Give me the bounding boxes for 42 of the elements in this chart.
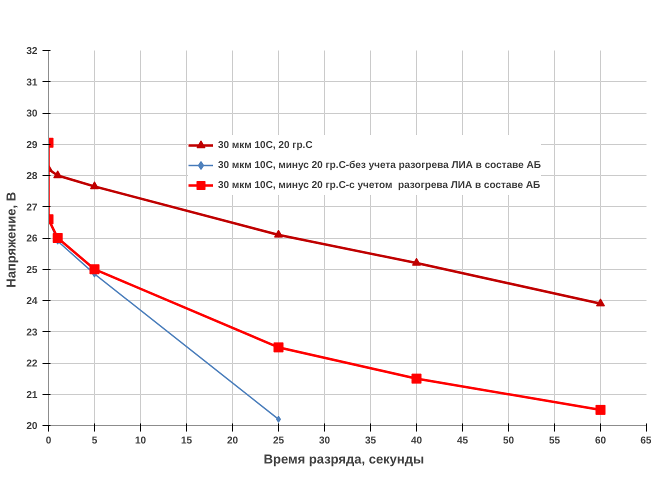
legend-label: 30 мкм 10С, минус 20 гр.С-с учетом разогрева ЛИА в составе АБ	[218, 178, 540, 192]
point	[596, 298, 605, 306]
y-tick-label: 28	[26, 171, 38, 182]
y-tick-label: 25	[26, 264, 38, 276]
y-tick-label: 22	[26, 358, 38, 370]
x-tick-label: 40	[410, 436, 422, 446]
point	[274, 230, 283, 238]
y-tick-label: 31	[26, 77, 38, 88]
y-tick-label: 30	[26, 108, 38, 120]
x-axis-title: Время разряда, секунды	[264, 452, 424, 466]
x-tick-label: 50	[502, 436, 514, 446]
x-tick-label: 15	[180, 436, 192, 446]
x-tick-label: 60	[594, 436, 606, 446]
y-tick-label: 21	[26, 390, 38, 401]
y-tick-label: 27	[26, 202, 38, 214]
point	[412, 258, 421, 266]
legend-label: 30 мкм 10С, минус 20 гр.С-без учета разогрева ЛИА в составе АБ	[218, 158, 541, 172]
x-tick-label: 0	[46, 436, 52, 446]
y-tick-label: 29	[26, 140, 38, 151]
x-tick-label: 25	[272, 436, 284, 446]
point	[52, 233, 63, 243]
x-tick-label: 55	[548, 436, 560, 446]
x-tick-label: 10	[134, 436, 146, 446]
y-tick-label: 23	[26, 327, 38, 338]
x-tick-label: 30	[318, 436, 330, 446]
x-tick-label: 20	[226, 436, 238, 446]
y-tick-label: 26	[26, 234, 38, 244]
y-tick-label: 20	[26, 421, 38, 432]
y-tick-label: 24	[26, 296, 38, 307]
y-axis-title: Напряжение, В	[3, 192, 18, 288]
point	[90, 264, 100, 274]
point	[90, 181, 99, 190]
point	[596, 404, 606, 415]
point	[53, 170, 62, 178]
x-tick-label: 45	[456, 436, 468, 446]
x-tick-label: 5	[92, 436, 98, 446]
legend-label: 30 мкм 10С, 20 гр.С	[218, 138, 313, 152]
y-tick-label: 32	[26, 46, 38, 57]
point	[412, 374, 422, 384]
x-tick-label: 65	[640, 436, 652, 446]
x-tick-label: 35	[364, 436, 376, 446]
point	[274, 342, 284, 352]
